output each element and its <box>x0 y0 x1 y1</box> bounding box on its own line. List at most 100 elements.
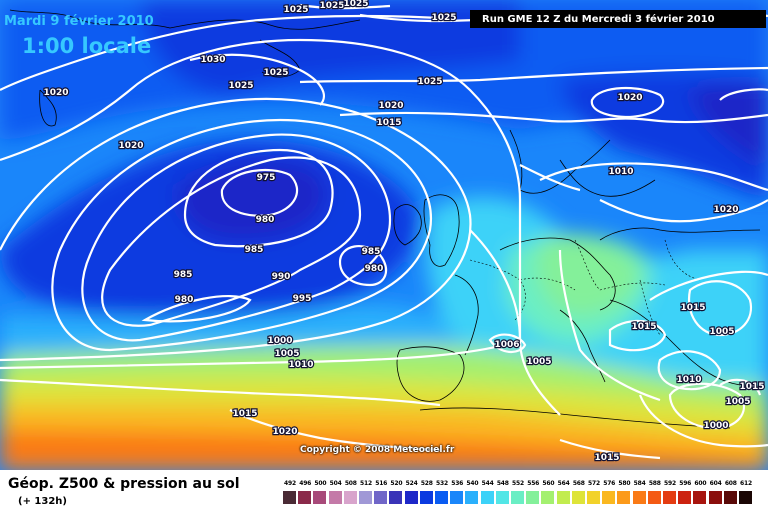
forecast-date: Mardi 9 février 2010 <box>4 14 154 29</box>
scale-value: 548 <box>496 480 509 487</box>
scale-swatch <box>526 491 540 504</box>
isobar-label: 1005 <box>274 349 299 359</box>
scale-value: 588 <box>648 480 661 487</box>
map-canvas: 1025 1025 1025 1025 1030 1025 1025 1020 … <box>0 0 768 470</box>
scale-value: 568 <box>572 480 585 487</box>
scale-swatch <box>374 491 388 504</box>
isobar-label: 1005 <box>526 357 551 367</box>
scale-swatch <box>602 491 616 504</box>
scale-value: 532 <box>436 480 448 487</box>
isobar-label: 980 <box>365 264 384 274</box>
scale-value: 564 <box>557 480 570 487</box>
scale-swatch <box>617 491 631 504</box>
scale-value: 540 <box>466 480 479 487</box>
scale-value: 516 <box>375 480 388 487</box>
isobar-label: 1015 <box>232 409 257 419</box>
scale-swatch <box>404 491 418 504</box>
scale-swatch <box>465 491 479 504</box>
scale-swatch <box>359 491 372 504</box>
isobar-label: 985 <box>362 247 381 257</box>
isobar-label: 1020 <box>378 101 403 111</box>
scale-swatch <box>283 491 296 504</box>
scale-swatch <box>298 491 312 504</box>
isobar-label: 985 <box>174 270 193 280</box>
isobar-label: 1020 <box>617 93 642 103</box>
isobar-label: 1010 <box>676 375 701 385</box>
legend-title: Géop. Z500 & pression au sol <box>8 476 240 492</box>
scale-value: 520 <box>390 480 403 487</box>
isobar-label: 980 <box>256 215 275 225</box>
weather-map: 1025 1025 1025 1025 1030 1025 1025 1020 … <box>0 0 768 470</box>
scale-value: 608 <box>724 480 737 487</box>
scale-value: 604 <box>709 480 722 487</box>
scale-value: 508 <box>344 480 357 487</box>
scale-swatch <box>708 491 722 504</box>
isobar-label: 975 <box>257 173 276 183</box>
run-info: Run GME 12 Z du Mercredi 3 février 2010 <box>470 10 766 28</box>
scale-swatch <box>556 491 570 504</box>
isobar-label: 1020 <box>43 88 68 98</box>
scale-value: 524 <box>405 480 418 487</box>
scale-value: 576 <box>603 480 616 487</box>
isobar-label: 1015 <box>376 118 401 128</box>
isobar-label: 1020 <box>272 427 297 437</box>
isobar-label: 1025 <box>283 5 308 15</box>
isobar-label: 1025 <box>319 1 344 11</box>
scale-value: 600 <box>694 480 707 487</box>
isobar-label: 1025 <box>417 77 442 87</box>
isobar-label: 1015 <box>680 303 705 313</box>
scale-swatch <box>419 491 433 504</box>
isobar-label: 1000 <box>267 336 292 346</box>
borders <box>469 239 701 336</box>
scale-swatch <box>435 491 448 504</box>
scale-swatch <box>450 491 464 504</box>
legend-subtitle: (+ 132h) <box>18 496 67 507</box>
scale-value: 612 <box>740 480 752 487</box>
legend-panel: Géop. Z500 & pression au sol (+ 132h) 49… <box>0 470 768 512</box>
scale-swatch <box>511 491 524 504</box>
isobar-label: 1025 <box>228 81 253 91</box>
scale-swatch <box>480 491 494 504</box>
scale-swatch <box>495 491 509 504</box>
isobar-label: 1025 <box>431 13 456 23</box>
scale-swatch <box>541 491 555 504</box>
isobar-label: 980 <box>175 295 194 305</box>
scale-value: 596 <box>679 480 692 487</box>
scale-value: 572 <box>588 480 600 487</box>
isobar-label: 1005 <box>725 397 750 407</box>
isobar-label: 1005 <box>709 327 734 337</box>
isobar-label: 1020 <box>118 141 143 151</box>
scale-value: 504 <box>329 480 342 487</box>
isobar-label: 1006 <box>494 340 519 350</box>
isobar-label: 990 <box>272 272 291 282</box>
scale-swatch <box>647 491 661 504</box>
scale-swatch <box>587 491 600 504</box>
scale-value: 552 <box>512 480 524 487</box>
scale-value: 512 <box>360 480 372 487</box>
scale-value: 556 <box>527 480 540 487</box>
scale-value: 584 <box>633 480 646 487</box>
isobar-label: 1010 <box>288 360 313 370</box>
isobar-label: 1015 <box>594 453 619 463</box>
copyright: Copyright © 2008 Meteociel.fr <box>300 445 455 455</box>
scale-swatch <box>389 491 403 504</box>
isobar-label: 1025 <box>343 0 368 9</box>
scale-value: 580 <box>618 480 631 487</box>
scale-swatch <box>723 491 737 504</box>
isobar-label: 995 <box>293 294 312 304</box>
scale-value: 544 <box>481 480 494 487</box>
isobar-label: 985 <box>245 245 264 255</box>
scale-swatch <box>313 491 327 504</box>
scale-value: 496 <box>299 480 312 487</box>
scale-swatch <box>663 491 676 504</box>
isobars <box>0 3 768 460</box>
scale-swatch <box>693 491 707 504</box>
scale-swatch <box>343 491 357 504</box>
isobar-labels: 1025 1025 1025 1025 1030 1025 1025 1020 … <box>42 0 765 464</box>
scale-value: 560 <box>542 480 555 487</box>
isobar-label: 1015 <box>739 382 764 392</box>
scale-swatch <box>328 491 342 504</box>
isobar-label: 1000 <box>703 421 728 431</box>
scale-swatch <box>739 491 752 504</box>
scale-value: 528 <box>420 480 433 487</box>
